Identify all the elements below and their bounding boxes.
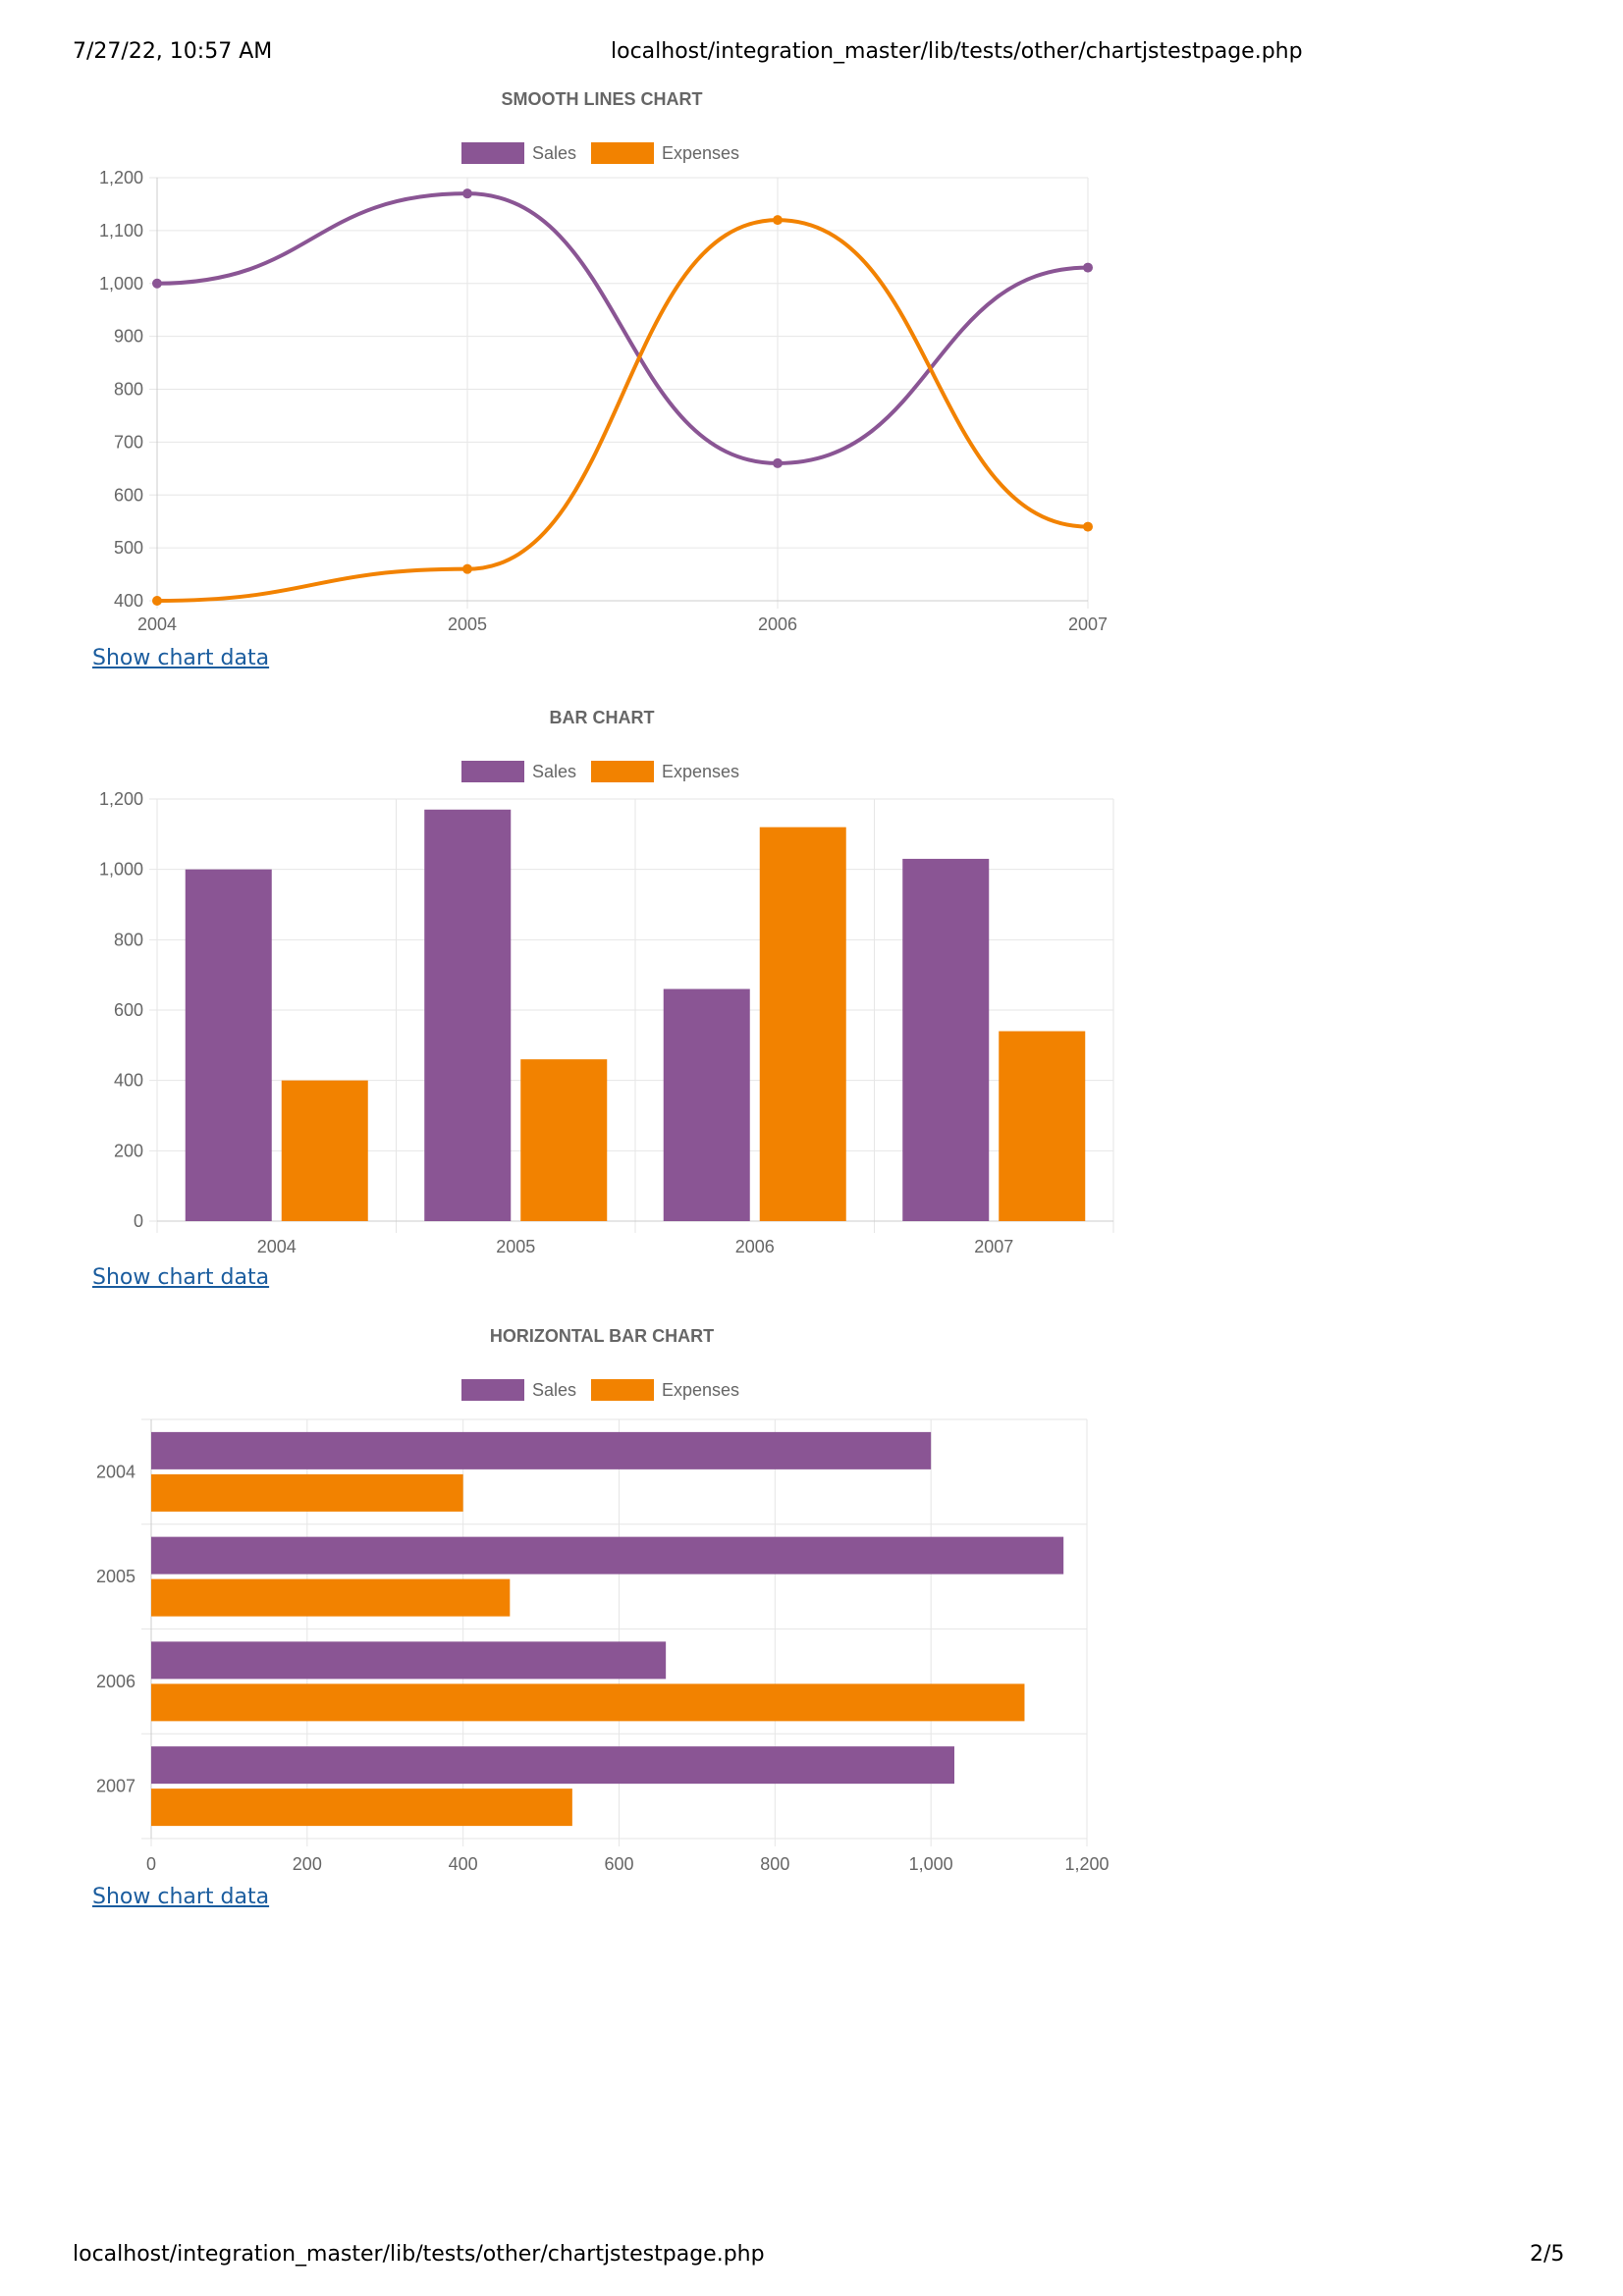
data-point-expenses: [773, 215, 783, 226]
legend-label-expenses: Expenses: [662, 1380, 739, 1400]
bar-expenses: [759, 827, 846, 1221]
series-line-expenses: [156, 218, 1089, 603]
x-tick-label: 2005: [448, 614, 487, 634]
y-tick-label: 2005: [96, 1567, 135, 1586]
x-tick-label: 600: [604, 1854, 633, 1874]
show-chart-data-link-1[interactable]: Show chart data: [92, 646, 270, 670]
y-tick-label: 800: [114, 930, 143, 949]
data-point-sales: [462, 188, 472, 199]
y-tick-label: 2006: [96, 1672, 135, 1691]
horizontal-bar-chart: HORIZONTAL BAR CHART Sales Expenses 0 200 400…: [96, 1326, 1109, 1874]
x-tick-label: 1,200: [1064, 1854, 1109, 1874]
legend-swatch-expenses: [591, 1379, 654, 1401]
bar-sales: [424, 809, 512, 1221]
y-tick-label: 0: [134, 1211, 143, 1231]
y-tick-label: 400: [114, 1071, 143, 1091]
bar-sales: [663, 988, 750, 1221]
print-datetime: 7/27/22, 10:57 AM: [73, 39, 273, 64]
y-tick-label: 600: [114, 1000, 143, 1020]
bar-sales: [151, 1746, 954, 1785]
y-tick-label: 2004: [96, 1462, 135, 1481]
show-chart-data-link-2[interactable]: Show chart data: [92, 1265, 270, 1290]
bar-expenses: [520, 1059, 608, 1221]
legend-swatch-expenses: [591, 142, 654, 164]
chart-title: SMOOTH LINES CHART: [502, 89, 703, 109]
x-tick-label: 2007: [1068, 614, 1108, 634]
x-tick-label: 0: [146, 1854, 156, 1874]
smooth-lines-chart: SMOOTH LINES CHART Sales Expenses 400 500 600…: [99, 89, 1108, 634]
x-tick-label: 2005: [496, 1237, 535, 1256]
y-tick-label: 2007: [96, 1777, 135, 1796]
legend-swatch-sales: [461, 761, 524, 782]
legend-label-sales: Sales: [532, 143, 576, 163]
bar-sales: [151, 1641, 667, 1680]
x-tick-label: 2007: [974, 1237, 1013, 1256]
y-tick-label: 400: [114, 591, 143, 611]
legend-swatch-sales: [461, 1379, 524, 1401]
x-tick-label: 2004: [257, 1237, 297, 1256]
y-tick-label: 900: [114, 327, 143, 347]
x-tick-label: 400: [449, 1854, 478, 1874]
y-tick-label: 700: [114, 432, 143, 452]
show-chart-data-link-3[interactable]: Show chart data: [92, 1885, 270, 1909]
data-point-expenses: [462, 563, 472, 574]
y-tick-label: 500: [114, 538, 143, 558]
x-tick-label: 2006: [735, 1237, 775, 1256]
x-tick-label: 1,000: [909, 1854, 953, 1874]
legend-label-expenses: Expenses: [662, 762, 739, 781]
bar-expenses: [151, 1473, 463, 1512]
legend-swatch-sales: [461, 142, 524, 164]
x-tick-label: 2006: [758, 614, 797, 634]
x-tick-label: 800: [760, 1854, 789, 1874]
legend-label-sales: Sales: [532, 1380, 576, 1400]
data-point-sales: [1083, 262, 1093, 273]
bar-sales: [151, 1536, 1064, 1575]
bar-expenses: [999, 1031, 1086, 1221]
bar-chart: BAR CHART Sales Expenses 0 200 400 600 800 1,000…: [99, 708, 1114, 1256]
y-tick-label: 800: [114, 380, 143, 400]
page-number: 2/5: [1530, 2242, 1565, 2267]
y-tick-label: 1,200: [99, 168, 143, 187]
y-tick-label: 1,000: [99, 274, 143, 294]
x-tick-label: 2004: [137, 614, 177, 634]
bar-sales: [151, 1431, 932, 1469]
legend-label-expenses: Expenses: [662, 143, 739, 163]
y-tick-label: 1,200: [99, 789, 143, 809]
y-tick-label: 600: [114, 485, 143, 505]
series-line-sales: [156, 191, 1089, 465]
bar-expenses: [151, 1789, 572, 1827]
bar-sales: [902, 858, 990, 1221]
print-url: localhost/integration_master/lib/tests/o…: [611, 39, 1303, 64]
data-point-sales: [152, 278, 162, 289]
y-tick-label: 200: [114, 1141, 143, 1160]
y-tick-label: 1,000: [99, 860, 143, 880]
y-tick-label: 1,100: [99, 221, 143, 240]
data-point-sales: [773, 457, 783, 468]
legend-swatch-expenses: [591, 761, 654, 782]
bar-expenses: [151, 1683, 1025, 1722]
chart-title: BAR CHART: [550, 708, 655, 727]
chart-title: HORIZONTAL BAR CHART: [490, 1326, 714, 1346]
x-tick-label: 200: [293, 1854, 322, 1874]
data-point-expenses: [152, 596, 162, 606]
bar-sales: [185, 869, 272, 1221]
data-point-expenses: [1083, 521, 1093, 532]
bar-expenses: [281, 1080, 368, 1221]
legend-label-sales: Sales: [532, 762, 576, 781]
footer-url: localhost/integration_master/lib/tests/o…: [73, 2242, 765, 2267]
bar-expenses: [151, 1578, 511, 1617]
